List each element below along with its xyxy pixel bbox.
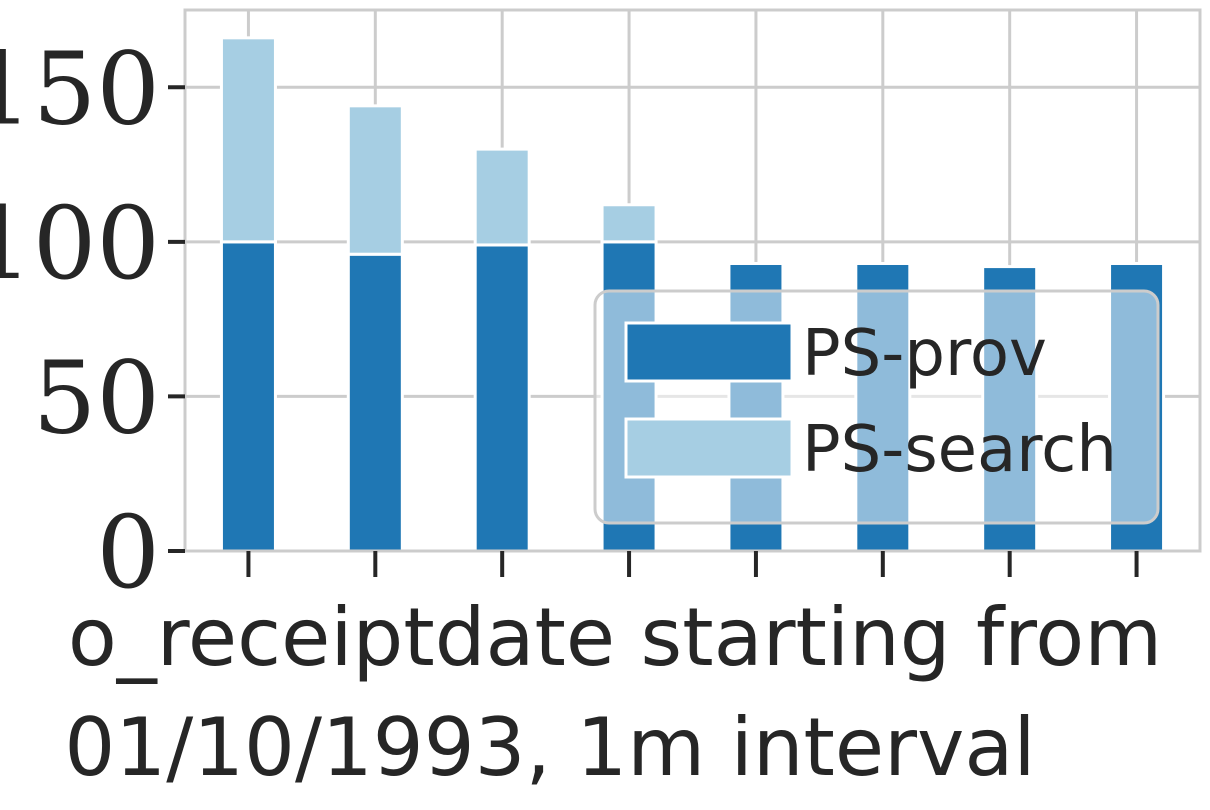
legend-swatch-ps-prov bbox=[624, 321, 794, 383]
y-tick-label: 50 bbox=[33, 339, 160, 456]
bar-ps-search bbox=[346, 104, 404, 256]
bar-ps-prov bbox=[219, 240, 277, 553]
x-axis-label-line-2: 01/10/1993, 1m interval bbox=[64, 701, 1035, 794]
legend: PS-prov PS-search bbox=[593, 289, 1160, 525]
bar-ps-search bbox=[600, 203, 658, 244]
bar-ps-search bbox=[219, 36, 277, 244]
legend-label-ps-prov: PS-prov bbox=[802, 317, 1047, 391]
y-axis: 0 50 100 150 bbox=[0, 30, 185, 611]
y-tick-label: 0 bbox=[96, 494, 160, 611]
legend-swatch-ps-search bbox=[624, 417, 794, 479]
x-axis-label-line-1: o_receiptdate starting from bbox=[68, 591, 1162, 684]
plot-frame bbox=[183, 8, 1202, 553]
y-tick-label: 150 bbox=[0, 30, 160, 147]
legend-label-ps-search: PS-search bbox=[802, 413, 1117, 487]
bar-ps-prov bbox=[346, 252, 404, 553]
x-axis bbox=[246, 551, 1139, 577]
y-tick-label: 100 bbox=[0, 185, 160, 302]
bar-ps-search bbox=[473, 147, 531, 247]
bar-ps-prov bbox=[473, 243, 531, 553]
